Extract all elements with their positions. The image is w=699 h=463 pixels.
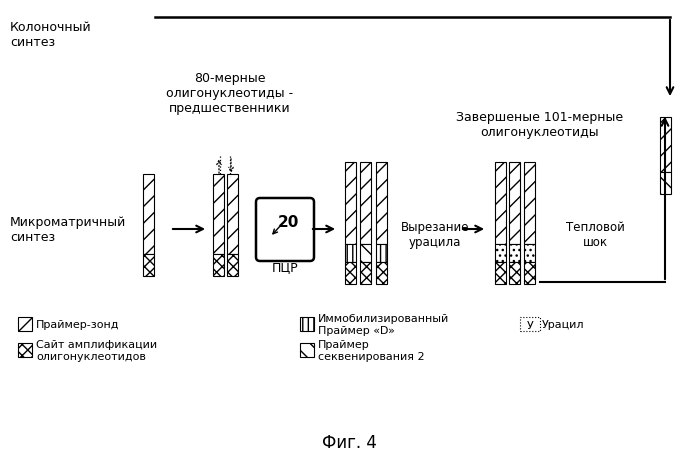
Text: Микроматричный
синтез: Микроматричный синтез <box>10 216 127 244</box>
Text: Фиг. 4: Фиг. 4 <box>322 433 377 451</box>
Text: У: У <box>526 320 533 330</box>
Bar <box>18 317 32 332</box>
Bar <box>524 263 535 284</box>
Bar <box>300 317 314 332</box>
Text: Праймер
секвенирования 2: Праймер секвенирования 2 <box>318 339 424 361</box>
Text: 20: 20 <box>278 215 298 230</box>
Bar <box>213 255 224 276</box>
Bar <box>227 175 238 255</box>
Bar <box>509 163 520 244</box>
Bar <box>495 263 506 284</box>
Bar <box>18 343 32 357</box>
Bar <box>360 163 371 244</box>
Bar <box>376 244 387 263</box>
Bar <box>524 244 535 263</box>
Bar <box>345 263 356 284</box>
Bar <box>660 173 671 194</box>
Bar <box>360 263 371 284</box>
Bar <box>345 163 356 244</box>
Text: Колоночный
синтез: Колоночный синтез <box>10 21 92 49</box>
Bar <box>300 343 314 357</box>
Bar <box>660 118 671 173</box>
Text: Тепловой
шок: Тепловой шок <box>565 220 624 249</box>
Text: Праймер-зонд: Праймер-зонд <box>36 319 120 329</box>
Text: Иммобилизированный
Праймер «D»: Иммобилизированный Праймер «D» <box>318 313 449 335</box>
Text: 80-мерные
олигонуклеотиды -
предшественники: 80-мерные олигонуклеотиды - предшественн… <box>166 72 294 115</box>
Text: ПЦР: ПЦР <box>272 261 298 274</box>
Text: Урацил: Урацил <box>542 319 584 329</box>
FancyBboxPatch shape <box>256 199 314 262</box>
Bar <box>360 244 371 263</box>
Bar <box>509 244 520 263</box>
Bar <box>345 244 356 263</box>
Text: Завершеные 101-мерные
олигонуклеотиды: Завершеные 101-мерные олигонуклеотиды <box>456 111 624 139</box>
Bar <box>143 175 154 255</box>
Bar <box>524 163 535 244</box>
Bar <box>376 263 387 284</box>
Bar <box>213 175 224 255</box>
Bar <box>495 163 506 244</box>
Bar <box>509 263 520 284</box>
Bar <box>520 317 540 332</box>
Bar <box>376 163 387 244</box>
Text: Сайт амплификации
олигонуклеотидов: Сайт амплификации олигонуклеотидов <box>36 339 157 361</box>
Bar <box>495 244 506 263</box>
Bar <box>227 255 238 276</box>
Text: Вырезание
урацила: Вырезание урацила <box>401 220 469 249</box>
Bar <box>143 255 154 276</box>
